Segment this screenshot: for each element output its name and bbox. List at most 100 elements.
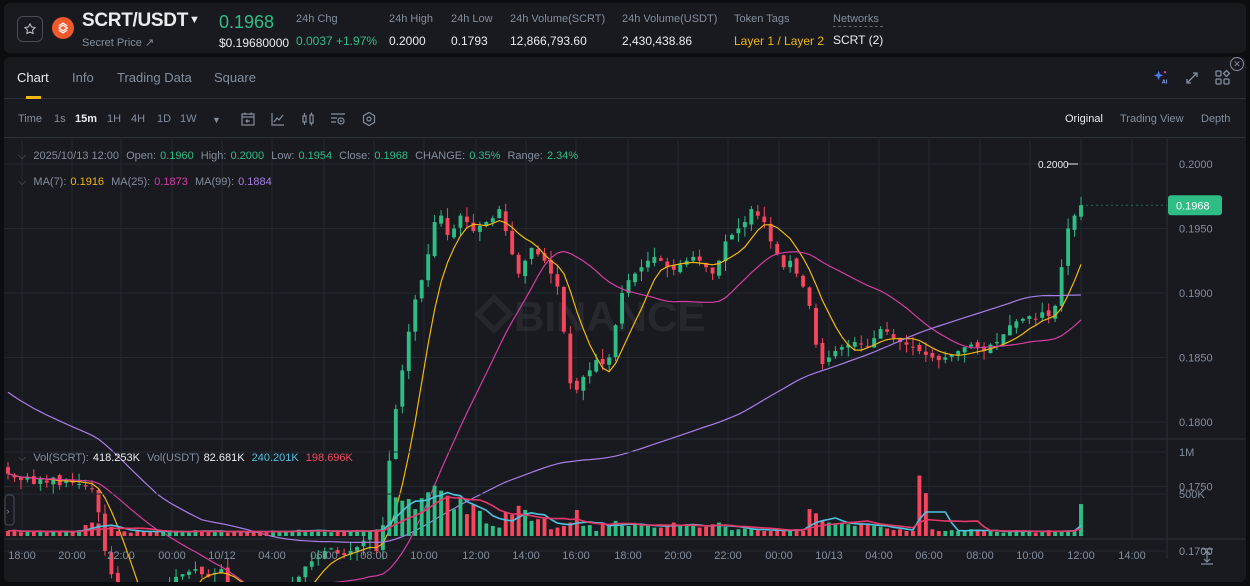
more-intervals-caret-icon[interactable]: ▼ xyxy=(212,115,221,125)
ma-info-line: ⌵ MA(7): 0.1916 MA(25): 0.1873 MA(99): 0.18… xyxy=(18,176,272,188)
price-axis-tick: 0.2000 xyxy=(1179,159,1213,171)
ma99-value: 0.1884 xyxy=(238,176,272,188)
stat-label: Networks xyxy=(833,13,884,27)
time-axis-tick: 06:00 xyxy=(915,550,943,562)
favorite-button[interactable] xyxy=(17,16,43,42)
indicators-chart-icon[interactable] xyxy=(270,111,286,127)
time-axis-tick: 06:00 xyxy=(310,550,338,562)
ai-sparkle-icon[interactable]: AI xyxy=(1153,69,1169,85)
layout-grid-icon[interactable] xyxy=(1214,69,1232,87)
interval-1h[interactable]: 1H xyxy=(107,113,122,125)
chart-panel: Chart Info Trading Data Square AI ✕ Time 1s 1… xyxy=(4,57,1246,582)
stat-value: 0.0037 +1.97% xyxy=(296,34,378,48)
candlestick-chart[interactable]: 0.20000.19500.19000.18500.18000.17500.17… xyxy=(4,139,1246,582)
volume-bars xyxy=(6,475,1083,536)
star-icon xyxy=(24,23,36,35)
time-axis-tick: 00:00 xyxy=(158,550,186,562)
view-original[interactable]: Original xyxy=(1065,113,1103,125)
hexagon-settings-icon[interactable] xyxy=(361,111,377,127)
interval-time[interactable]: Time xyxy=(18,113,43,125)
view-trading-view[interactable]: Trading View xyxy=(1120,113,1184,125)
collapse-chevron-icon[interactable]: ⌵ xyxy=(18,452,27,464)
stat-label: 24h Low xyxy=(451,13,493,25)
stat-networks: Networks SCRT (2) xyxy=(833,13,884,47)
time-axis-tick: 20:00 xyxy=(58,550,86,562)
interval-1s[interactable]: 1s xyxy=(54,113,66,125)
svg-text:›: › xyxy=(7,506,10,516)
ma7-line xyxy=(7,219,1082,582)
active-tab-indicator xyxy=(26,96,41,99)
time-axis-tick: 22:00 xyxy=(714,550,742,562)
volume-ma-line-2 xyxy=(7,496,1082,533)
svg-text:AI: AI xyxy=(1162,79,1168,85)
price-axis-tick: 0.1750 xyxy=(1179,482,1213,494)
chart-tabs: Chart Info Trading Data Square AI ✕ xyxy=(4,57,1246,99)
ohlc-info-line: ⌵ 2025/10/13 12:00 Open: 0.1960 High: 0.20… xyxy=(18,150,579,162)
time-axis-tick: 14:00 xyxy=(1118,550,1146,562)
stat-label: 24h Volume(SCRT) xyxy=(510,13,606,25)
stat-label: 24h High xyxy=(389,13,434,25)
time-axis-tick: 08:00 xyxy=(360,550,388,562)
stat-label: Token Tags xyxy=(734,13,790,25)
current-price-tag xyxy=(1168,195,1222,216)
stat-value: 12,866,793.60 xyxy=(510,34,587,48)
time-axis-tick: 04:00 xyxy=(258,550,286,562)
stat-token-tags: Token Tags Layer 1 / Layer 2 xyxy=(734,13,824,48)
price-axis-tick: 0.1800 xyxy=(1179,417,1213,429)
interval-1w[interactable]: 1W xyxy=(180,113,197,125)
candles xyxy=(6,197,1083,582)
vol-ma1-value: 240.201K xyxy=(251,452,299,464)
tab-trading-data[interactable]: Trading Data xyxy=(117,70,192,85)
collapse-chevron-icon[interactable]: ⌵ xyxy=(18,176,27,188)
ma25-line xyxy=(7,250,1082,582)
time-axis-tick: 12:00 xyxy=(462,550,490,562)
stat-24h-low: 24h Low 0.1793 xyxy=(451,13,493,48)
time-axis-tick: 18:00 xyxy=(8,550,36,562)
tab-chart[interactable]: Chart xyxy=(17,70,49,85)
stat-value: 0.2000 xyxy=(389,34,426,48)
price-axis-tick: 0.1850 xyxy=(1179,353,1213,365)
volume-info-line: ⌵ Vol(SCRT): 418.253K Vol(USDT) 82.681K 24… xyxy=(18,452,353,464)
time-axis-tick: 10:00 xyxy=(1016,550,1044,562)
time-axis-tick: 04:00 xyxy=(865,550,893,562)
stat-label: 24h Chg xyxy=(296,13,338,25)
time-axis-tick: 12:00 xyxy=(1067,550,1095,562)
svg-text:0.1968: 0.1968 xyxy=(1176,200,1210,212)
time-axis-tick: 10/13 xyxy=(815,550,843,562)
stat-value: 2,430,438.86 xyxy=(622,34,693,48)
stat-label: 24h Volume(USDT) xyxy=(622,13,718,25)
stat-24h-volume-scrt-: 24h Volume(SCRT) 12,866,793.60 xyxy=(510,13,605,48)
interval-4h[interactable]: 4H xyxy=(131,113,146,125)
chart-toolbar: Time 1s 15m 1H 4H 1D 1W ▼ Original Trading View… xyxy=(4,100,1246,138)
collapse-chevron-icon[interactable]: ⌵ xyxy=(18,150,27,162)
ma25-value: 0.1873 xyxy=(154,176,188,188)
candle-style-icon[interactable] xyxy=(300,111,316,127)
stat-value[interactable]: Layer 1 / Layer 2 xyxy=(734,34,825,48)
chart-settings-icon[interactable] xyxy=(330,111,346,127)
pair-dropdown-caret-icon[interactable]: ▼ xyxy=(189,14,200,26)
tab-square[interactable]: Square xyxy=(214,70,256,85)
view-depth[interactable]: Depth xyxy=(1201,113,1231,125)
ma7-value: 0.1916 xyxy=(70,176,105,188)
stat-24h-high: 24h High 0.2000 xyxy=(389,13,433,48)
interval-15m[interactable]: 15m xyxy=(75,113,98,125)
vol-base-value: 418.253K xyxy=(92,452,140,464)
fullscreen-expand-icon[interactable] xyxy=(1184,70,1200,86)
time-axis-tick: 10/12 xyxy=(208,550,236,562)
high-marker-label: 0.2000 xyxy=(1038,160,1069,171)
close-value: 0.1968 xyxy=(374,150,409,162)
interval-1d[interactable]: 1D xyxy=(157,113,172,125)
auto-scale-icon[interactable] xyxy=(1201,548,1213,565)
coin-price-link[interactable]: Secret Price ↗ xyxy=(82,37,155,49)
scrt-logo-icon xyxy=(52,17,74,39)
price-axis-tick: 0.1900 xyxy=(1179,288,1213,300)
last-price: 0.1968 xyxy=(219,12,275,32)
expand-sidebar-button[interactable] xyxy=(4,494,15,526)
calendar-date-range-icon[interactable] xyxy=(240,111,256,127)
time-axis-tick: 22:00 xyxy=(107,550,135,562)
pair-name[interactable]: SCRT/USDT xyxy=(82,10,189,31)
close-panel-icon[interactable]: ✕ xyxy=(1230,57,1244,71)
time-axis-tick: 00:00 xyxy=(765,550,793,562)
stat-value[interactable]: SCRT (2) xyxy=(833,33,884,47)
tab-info[interactable]: Info xyxy=(72,70,94,85)
